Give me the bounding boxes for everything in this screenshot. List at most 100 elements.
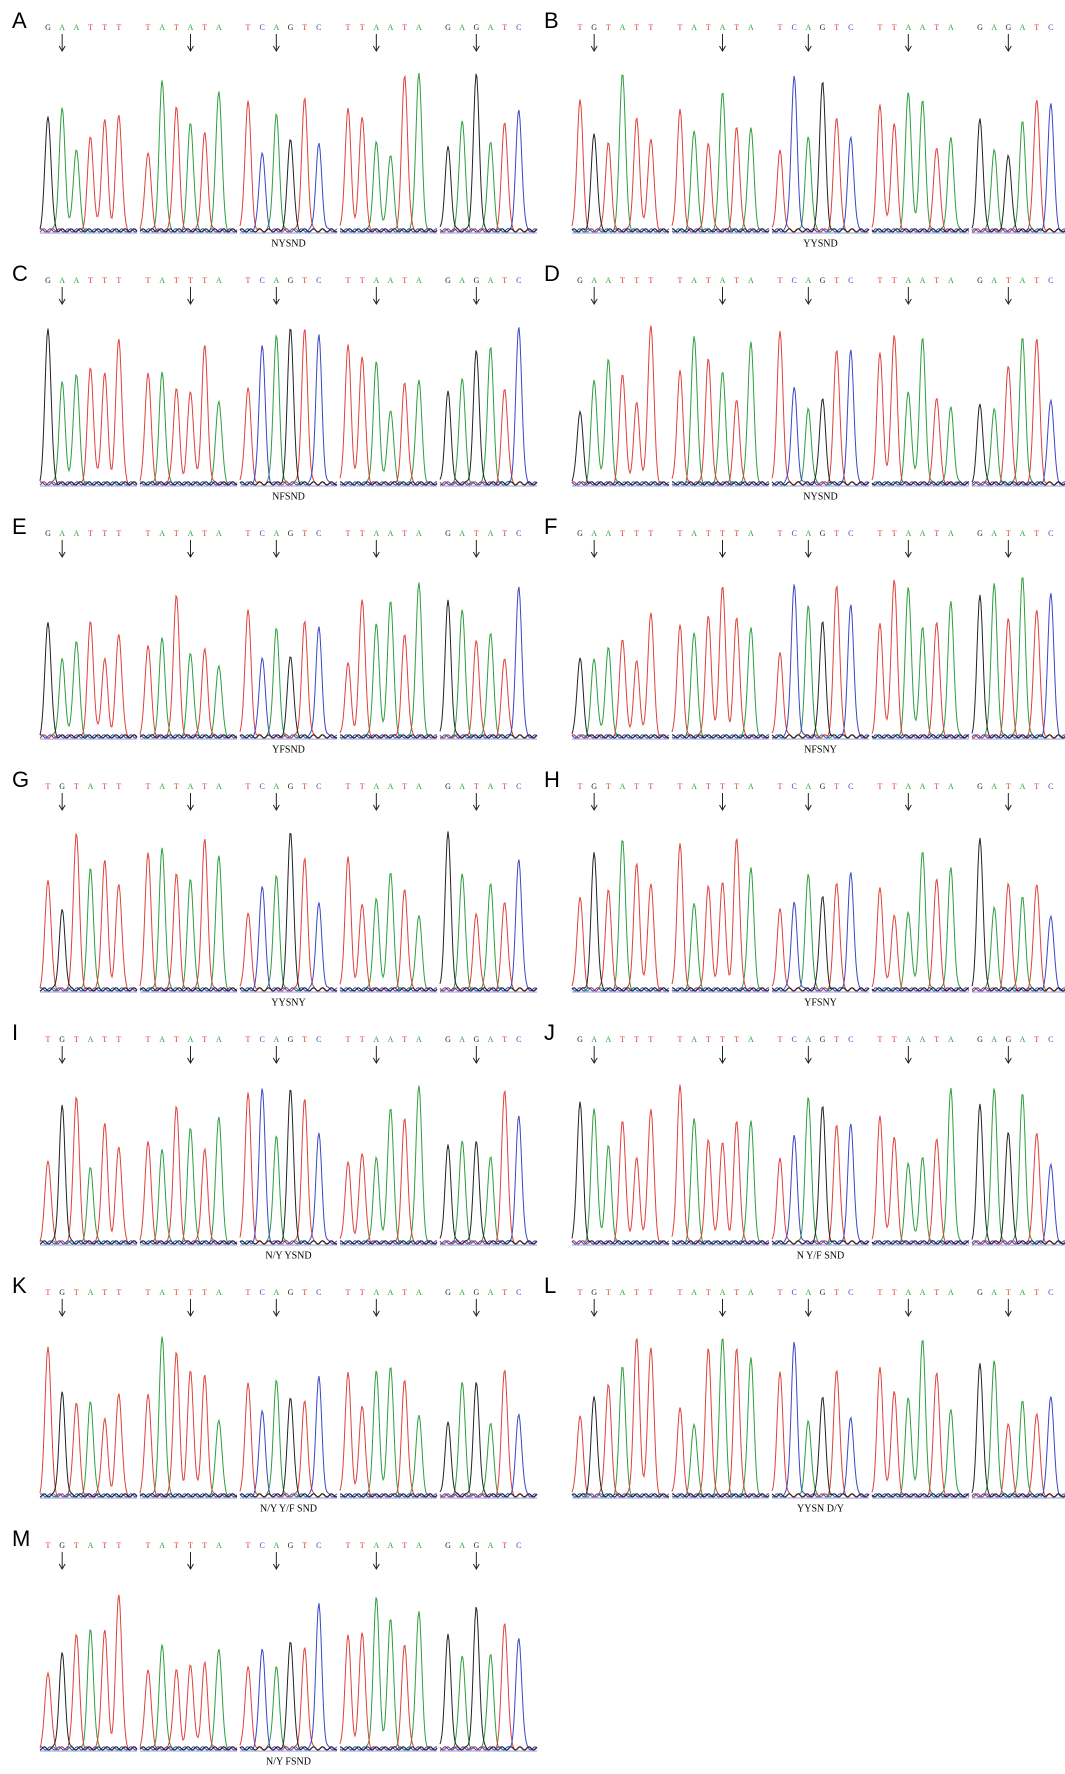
trace	[872, 853, 969, 991]
base-letter: T	[892, 529, 897, 538]
base-letter: T	[116, 529, 121, 538]
trace	[572, 1339, 669, 1498]
panel: KTGTATTTATTTATCAGTCTTAATAGAGATCN/Y Y/F S…	[12, 1273, 537, 1514]
base-letter: T	[88, 529, 93, 538]
base-letter: A	[188, 23, 194, 32]
trace	[772, 584, 869, 738]
trace	[140, 1645, 237, 1751]
trace	[672, 627, 769, 738]
base-letter: T	[834, 23, 839, 32]
base-letter: T	[246, 782, 251, 791]
base-letter: A	[488, 1541, 494, 1550]
base-letter: T	[1034, 1035, 1039, 1044]
base-letter: T	[706, 782, 711, 791]
base-letter: A	[373, 1541, 379, 1550]
base-letter: A	[1020, 23, 1026, 32]
base-letter: G	[977, 529, 983, 538]
panel: MTGTATTTATTTATCAGTCTTAATAGAGATCN/Y FSND	[12, 1526, 537, 1767]
base-letter: A	[920, 276, 926, 285]
trace	[972, 119, 1065, 232]
base-letter: T	[1034, 276, 1039, 285]
base-letter: G	[288, 1288, 294, 1297]
trace	[972, 1397, 1065, 1498]
base-letter: A	[605, 1035, 611, 1044]
base-letter: A	[991, 276, 997, 285]
base-letter: C	[1048, 276, 1053, 285]
panel-label: A	[12, 8, 27, 33]
trace	[972, 884, 1065, 991]
base-letter: A	[748, 276, 754, 285]
panel-label: C	[12, 261, 28, 286]
base-letter: A	[388, 782, 394, 791]
base-letter: A	[159, 1288, 165, 1297]
trace	[240, 886, 337, 991]
base-letter: A	[459, 1035, 465, 1044]
panel: BTGTATTTATATATCAGTCTTAATAGAGATCYYSND	[544, 8, 1065, 249]
trace	[572, 99, 669, 232]
base-letter: T	[346, 1288, 351, 1297]
base-letter: T	[116, 276, 121, 285]
base-letter: T	[706, 529, 711, 538]
base-letter: A	[748, 1035, 754, 1044]
base-letter: A	[459, 1541, 465, 1550]
base-letter: A	[920, 23, 926, 32]
base-letter: A	[88, 1288, 94, 1297]
base-letter: T	[46, 782, 51, 791]
trace	[240, 1376, 337, 1497]
base-letter: A	[905, 529, 911, 538]
base-letter: A	[416, 782, 422, 791]
trace	[340, 857, 437, 991]
base-letter: C	[259, 529, 264, 538]
base-letter: T	[1034, 1288, 1039, 1297]
base-letter: A	[273, 1035, 279, 1044]
base-letter: T	[720, 529, 725, 538]
base-letter: A	[1020, 529, 1026, 538]
base-letter: T	[116, 1035, 121, 1044]
base-letter: C	[791, 1035, 796, 1044]
base-letter: T	[174, 782, 179, 791]
base-letter: A	[948, 1035, 954, 1044]
base-letter: T	[402, 23, 407, 32]
base-letter: T	[634, 276, 639, 285]
base-letter: T	[102, 1288, 107, 1297]
base-letter: T	[892, 23, 897, 32]
trace	[872, 1088, 969, 1244]
base-letter: G	[977, 23, 983, 32]
trace	[772, 83, 869, 232]
panel-label: D	[544, 261, 560, 286]
trace	[40, 834, 137, 991]
trace	[872, 1341, 969, 1497]
base-letter: G	[445, 1541, 451, 1550]
base-letter: C	[1048, 1288, 1053, 1297]
base-letter: T	[102, 529, 107, 538]
base-letter: T	[346, 782, 351, 791]
base-letter: A	[59, 276, 65, 285]
base-letter: T	[778, 23, 783, 32]
trace	[572, 326, 669, 486]
base-letter: C	[259, 23, 264, 32]
base-letter: T	[706, 23, 711, 32]
base-letter: G	[288, 1035, 294, 1044]
base-letter: T	[648, 276, 653, 285]
base-letter: C	[259, 1288, 264, 1297]
trace	[572, 75, 669, 232]
base-letter: A	[273, 529, 279, 538]
base-letter: T	[174, 23, 179, 32]
base-letter: T	[174, 529, 179, 538]
base-letter: A	[805, 1035, 811, 1044]
base-letter: T	[778, 276, 783, 285]
trace	[672, 867, 769, 991]
base-letter: A	[388, 23, 394, 32]
base-letter: T	[174, 1541, 179, 1550]
base-letter: T	[778, 529, 783, 538]
base-letter: T	[502, 1541, 507, 1550]
base-letter: A	[905, 276, 911, 285]
trace	[140, 372, 237, 485]
base-letter: A	[691, 276, 697, 285]
base-letter: A	[88, 782, 94, 791]
base-letter: C	[516, 276, 521, 285]
trace	[240, 1603, 337, 1750]
trace	[872, 93, 969, 233]
base-letter: G	[445, 1035, 451, 1044]
